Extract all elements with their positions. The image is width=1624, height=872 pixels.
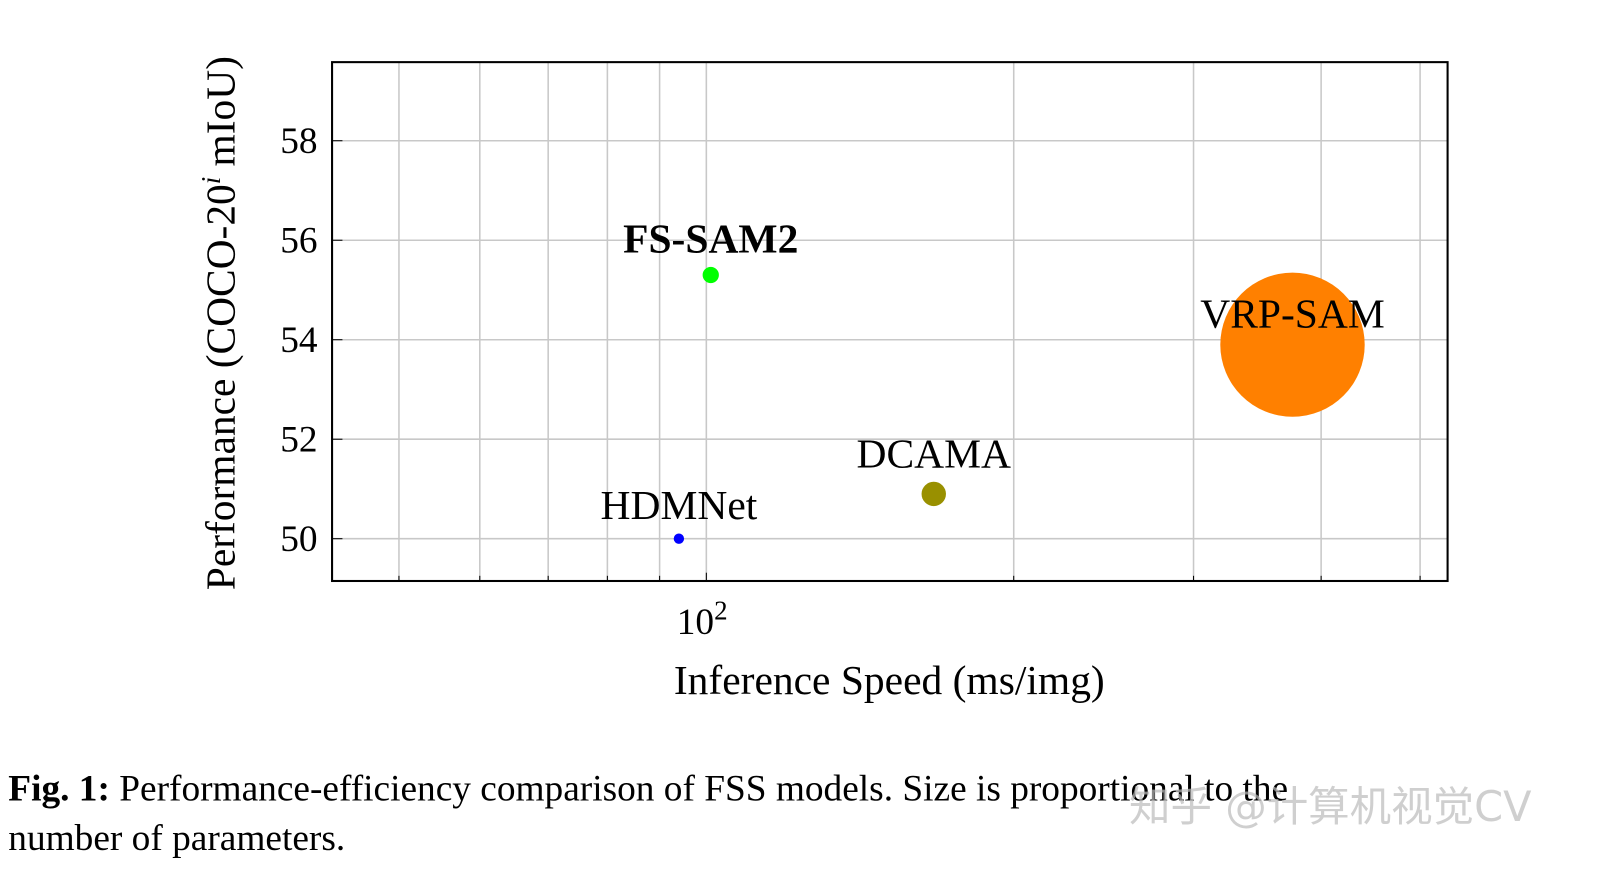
point-label: VRP-SAM — [1200, 291, 1384, 337]
point-vrp-sam — [1220, 272, 1365, 417]
y-tick-label: 50 — [280, 519, 317, 560]
point-fs-sam2 — [702, 266, 719, 284]
y-tick-label: 56 — [280, 221, 317, 262]
point-dcama — [921, 481, 946, 507]
y-tick-label: 54 — [280, 320, 318, 361]
grid — [332, 62, 1448, 581]
point-label: FS-SAM2 — [623, 215, 798, 261]
caption-line-1: Fig. 1: Performance-efficiency compariso… — [8, 769, 1288, 810]
x-ticks: 102103 — [677, 595, 728, 642]
y-axis-label: Performance (COCO-20i mIoU) — [196, 56, 245, 590]
x-axis-label: Inference Speed (ms/img) — [674, 657, 1105, 704]
point-label: HDMNet — [601, 482, 758, 528]
x-tick-label: 102 — [677, 595, 728, 642]
y-tick-label: 58 — [280, 121, 317, 162]
caption-line-2: number of parameters. — [8, 818, 345, 859]
watermark: 知乎 @计算机视觉CV — [1129, 783, 1532, 831]
point-label: DCAMA — [857, 430, 1012, 476]
point-hdmnet — [673, 533, 685, 544]
y-tick-label: 52 — [280, 420, 317, 461]
y-ticks: 50 52 54 56 58 — [280, 121, 318, 560]
plot-frame — [331, 61, 1449, 583]
